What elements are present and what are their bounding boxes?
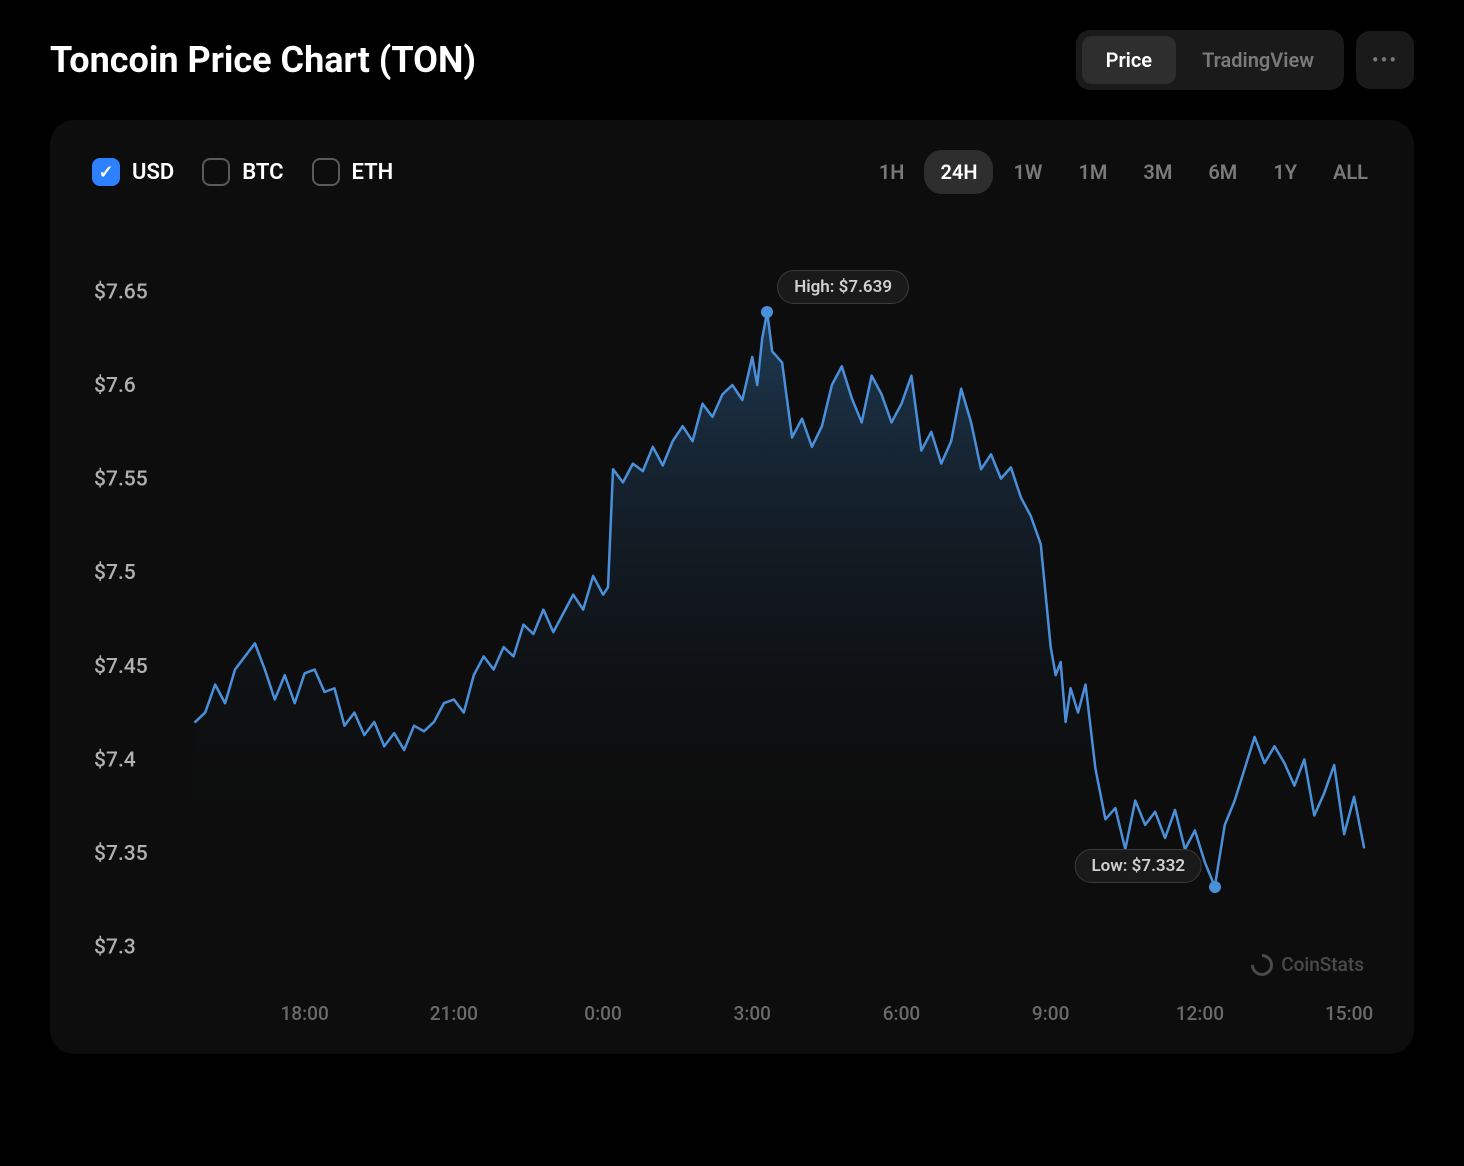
svg-text:12:00: 12:00 — [1176, 1002, 1224, 1025]
checkbox-icon — [312, 158, 340, 186]
high-marker — [761, 306, 773, 318]
more-button[interactable]: ••• — [1356, 31, 1414, 89]
high-label: High: $7.639 — [794, 277, 892, 297]
svg-text:0:00: 0:00 — [584, 1002, 621, 1025]
view-toggle: PriceTradingView — [1076, 30, 1344, 90]
currency-eth[interactable]: ETH — [312, 158, 394, 186]
timeframe-1y[interactable]: 1Y — [1257, 150, 1313, 194]
svg-text:$7.45: $7.45 — [94, 654, 148, 679]
low-marker — [1209, 881, 1221, 893]
checkbox-icon — [202, 158, 230, 186]
svg-text:9:00: 9:00 — [1032, 1002, 1069, 1025]
timeframe-1h[interactable]: 1H — [863, 150, 921, 194]
timeframe-6m[interactable]: 6M — [1192, 150, 1253, 194]
timeframe-3m[interactable]: 3M — [1127, 150, 1188, 194]
svg-text:3:00: 3:00 — [734, 1002, 771, 1025]
timeframe-1w[interactable]: 1W — [997, 150, 1058, 194]
currency-group: USD BTC ETH — [80, 158, 393, 186]
watermark: CoinStats — [1251, 953, 1364, 976]
timeframe-all[interactable]: ALL — [1317, 150, 1384, 194]
currency-usd[interactable]: USD — [92, 158, 174, 186]
svg-text:18:00: 18:00 — [280, 1002, 328, 1025]
chart-area: $7.3 $7.35 $7.4 $7.45 $7.5 $7.55 $7.6 $7.65 18:0… — [80, 214, 1384, 1034]
coinstats-icon — [1247, 949, 1278, 980]
page-title: Toncoin Price Chart (TON) — [50, 39, 476, 81]
watermark-label: CoinStats — [1281, 953, 1364, 976]
svg-text:21:00: 21:00 — [430, 1002, 478, 1025]
high-badge: High: $7.639 — [777, 270, 909, 304]
svg-text:6:00: 6:00 — [883, 1002, 920, 1025]
checkbox-icon — [92, 158, 120, 186]
low-label: Low: $7.332 — [1091, 856, 1185, 876]
low-badge: Low: $7.332 — [1074, 849, 1202, 883]
chart-card: USDBTCETH 1H24H1W1M3M6M1YALL $7.3$7.35$7… — [50, 120, 1414, 1054]
svg-text:$7.55: $7.55 — [94, 467, 148, 492]
svg-text:$7.35: $7.35 — [94, 841, 148, 866]
view-tab-tradingview[interactable]: TradingView — [1178, 36, 1338, 84]
currency-label: BTC — [242, 160, 283, 185]
timeframe-group: 1H24H1W1M3M6M1YALL — [863, 150, 1384, 194]
view-tab-price[interactable]: Price — [1082, 36, 1176, 84]
price-chart: $7.3 $7.35 $7.4 $7.45 $7.5 $7.55 $7.6 $7.65 18:0… — [80, 214, 1384, 1034]
currency-btc[interactable]: BTC — [202, 158, 283, 186]
timeframe-1m[interactable]: 1M — [1062, 150, 1123, 194]
currency-label: USD — [132, 160, 174, 185]
svg-text:$7.6: $7.6 — [94, 373, 136, 398]
svg-text:15:00: 15:00 — [1325, 1002, 1373, 1025]
currency-label: ETH — [352, 160, 394, 185]
svg-text:$7.3: $7.3 — [94, 935, 136, 960]
svg-text:$7.65: $7.65 — [94, 279, 148, 304]
svg-text:$7.4: $7.4 — [94, 747, 136, 772]
timeframe-24h[interactable]: 24H — [924, 150, 993, 194]
svg-text:$7.5: $7.5 — [94, 560, 136, 585]
